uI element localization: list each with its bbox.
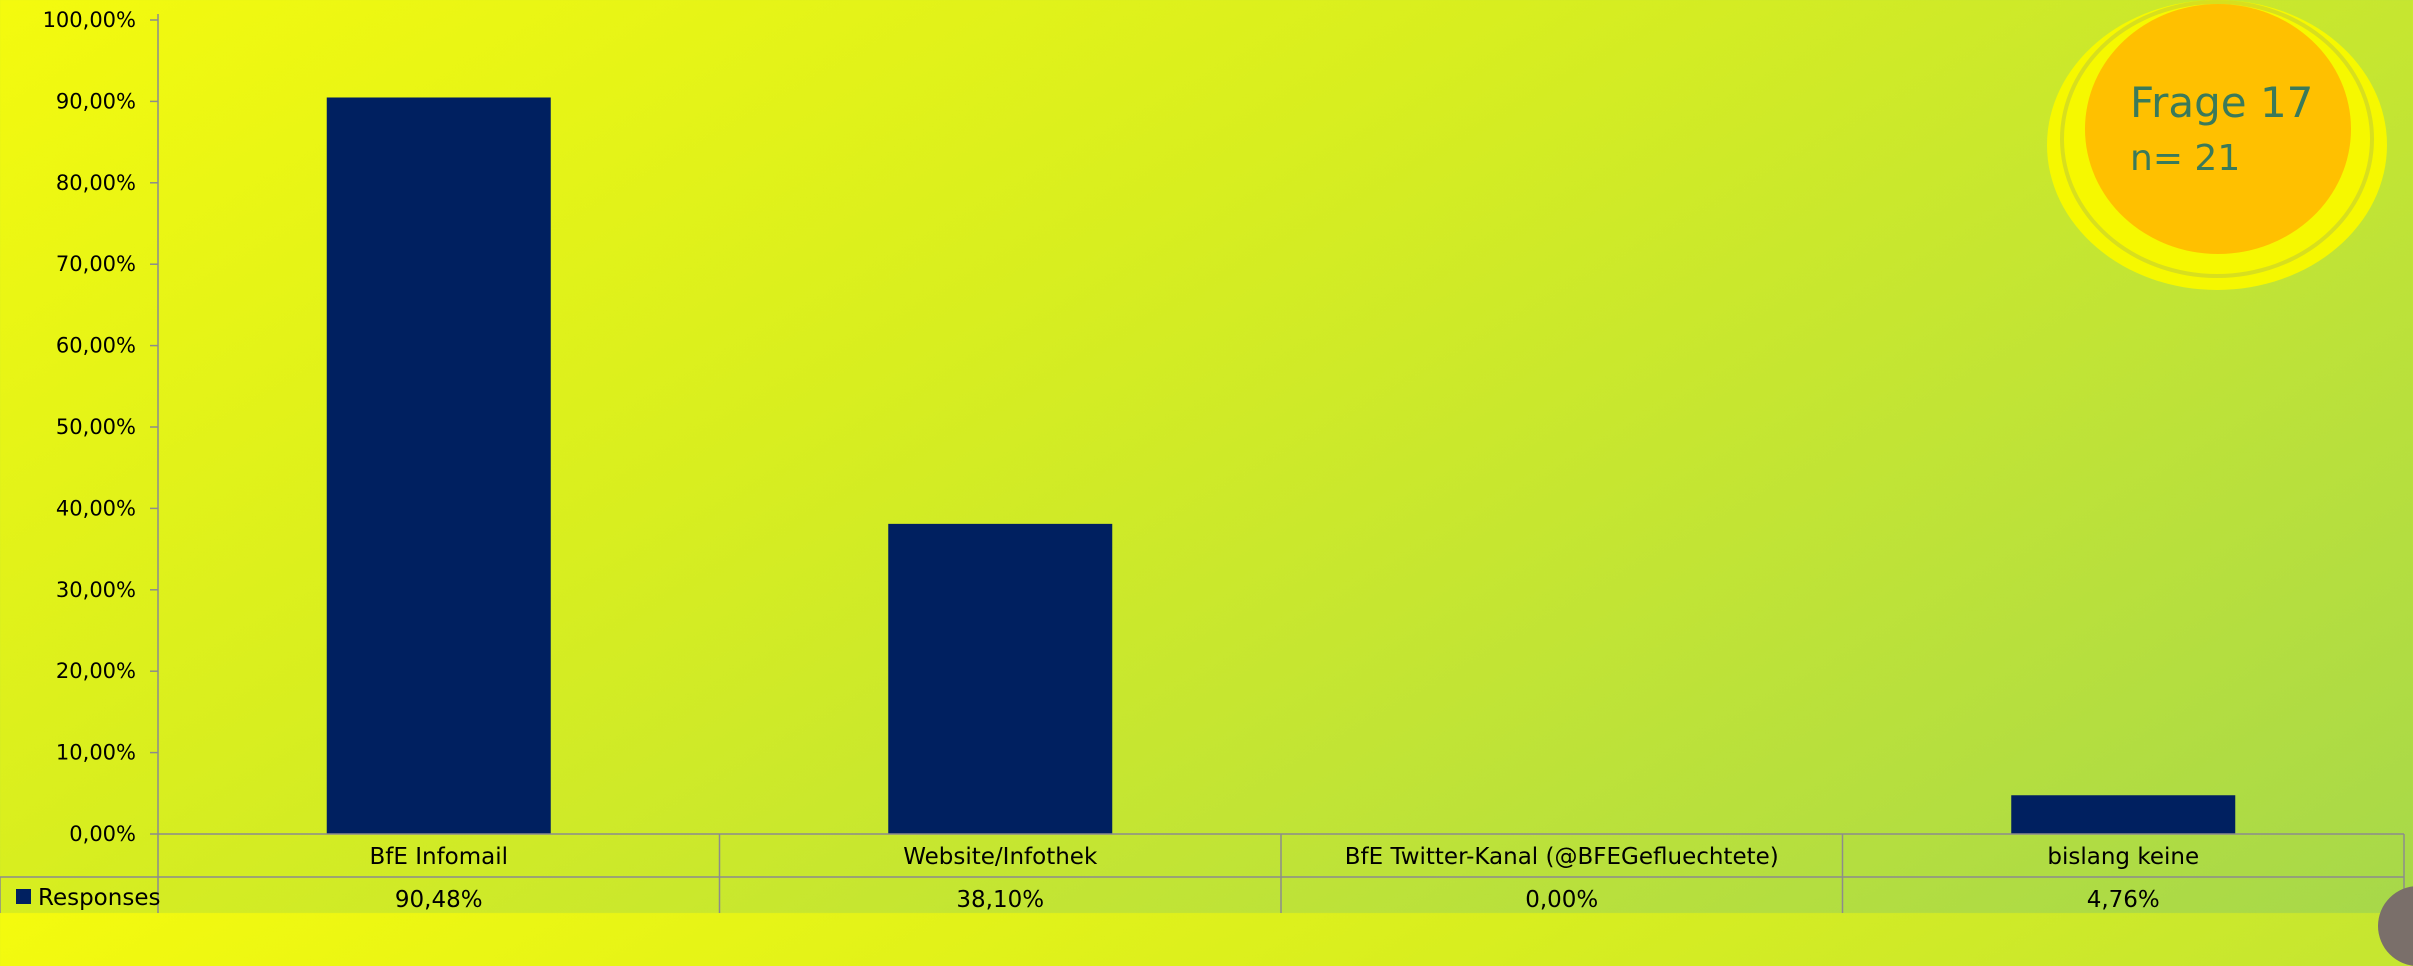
legend-swatch	[16, 889, 31, 904]
data-label: 4,76%	[2087, 887, 2160, 913]
data-table: BfE Infomail Website/Infothek BfE Twitter-…	[0, 833, 2405, 913]
y-tick-label: 60,00%	[56, 334, 136, 358]
question-badge-ring	[2060, 0, 2374, 278]
y-tick-label: 70,00%	[56, 252, 136, 276]
y-tick-label: 0,00%	[69, 822, 136, 846]
x-tick-label: BfE Twitter-Kanal (@BFEGefluechtete)	[1345, 844, 1779, 870]
y-axis: 0,00% 10,00% 20,00% 30,00% 40,00% 50,00% 60,00…	[43, 8, 159, 846]
y-tick-label: 40,00%	[56, 496, 136, 520]
bar-1	[326, 97, 551, 834]
data-label: 38,10%	[956, 887, 1044, 913]
data-label: 90,48%	[395, 887, 483, 913]
y-tick-label: 100,00%	[43, 8, 136, 32]
bar-chart: 0,00% 10,00% 20,00% 30,00% 40,00% 50,00% 60,00…	[0, 8, 2405, 913]
bar-2	[888, 523, 1113, 834]
question-badge-inner	[2085, 4, 2351, 254]
question-number: Frage 17	[2130, 78, 2314, 127]
bar-4	[2011, 795, 2236, 834]
y-tick-label: 20,00%	[56, 659, 136, 683]
legend-label: Responses	[38, 885, 160, 911]
y-tick-label: 90,00%	[56, 89, 136, 113]
y-tick-label: 50,00%	[56, 415, 136, 439]
data-label: 0,00%	[1525, 887, 1598, 913]
y-tick-label: 80,00%	[56, 171, 136, 195]
x-tick-label: BfE Infomail	[369, 844, 508, 870]
bars	[326, 97, 2236, 834]
y-tick-label: 30,00%	[56, 578, 136, 602]
y-tick-label: 10,00%	[56, 741, 136, 765]
sample-size: n= 21	[2130, 138, 2241, 179]
x-tick-label: Website/Infothek	[903, 844, 1098, 870]
x-tick-label: bislang keine	[2047, 844, 2199, 870]
